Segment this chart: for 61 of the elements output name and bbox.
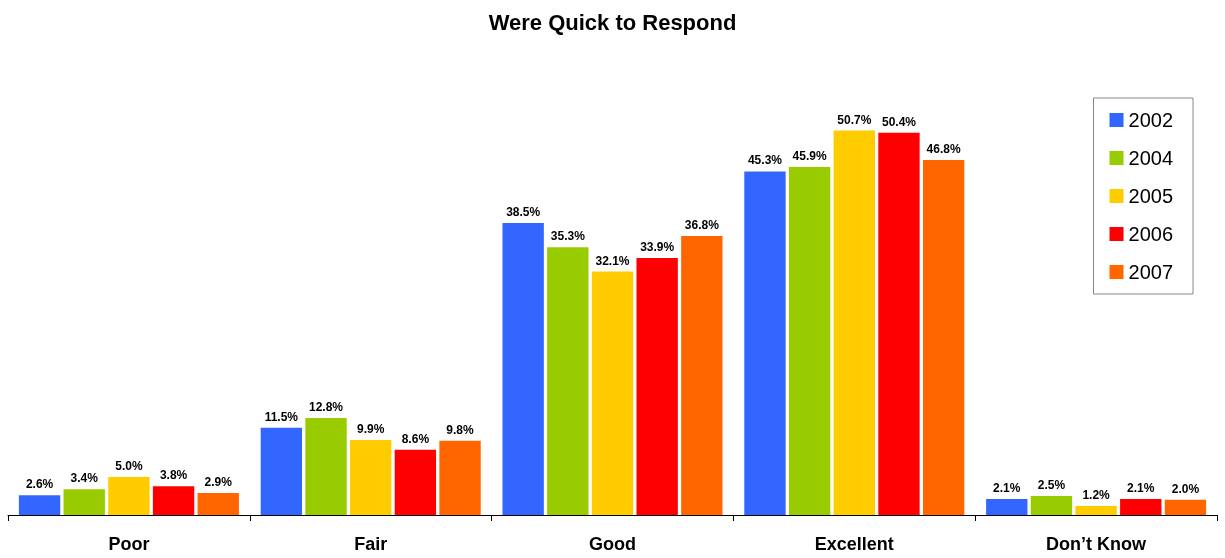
bar — [986, 499, 1028, 515]
bar — [591, 271, 634, 515]
bar — [1075, 505, 1117, 515]
bar — [439, 440, 481, 515]
x-tick-label: Poor — [108, 534, 150, 554]
data-label: 2.5% — [1037, 478, 1066, 493]
bar — [547, 247, 589, 515]
data-label: 3.8% — [159, 468, 188, 483]
bar — [197, 493, 239, 515]
data-label: 1.2% — [1082, 487, 1111, 502]
legend-label: 2007 — [1128, 261, 1174, 283]
bar — [350, 439, 392, 515]
data-label: 8.6% — [401, 431, 430, 446]
data-label: 5.0% — [115, 459, 143, 474]
x-tick-label: Don’t Know — [1046, 534, 1148, 554]
legend-label: 2006 — [1128, 223, 1174, 245]
legend-label: 2004 — [1128, 147, 1174, 169]
bar — [788, 166, 831, 515]
data-label: 2.6% — [25, 477, 54, 492]
bar — [922, 160, 965, 515]
bar — [63, 489, 105, 515]
data-label: 9.9% — [357, 421, 385, 436]
data-label: 50.7% — [837, 112, 872, 127]
x-tick-label: Fair — [354, 534, 388, 554]
bar — [878, 132, 920, 515]
data-label: 33.9% — [640, 239, 675, 254]
data-label: 2.0% — [1171, 481, 1200, 496]
bar — [152, 486, 195, 515]
bar — [636, 257, 678, 515]
data-label: 2.9% — [204, 475, 233, 490]
data-label: 45.3% — [747, 153, 783, 168]
data-label: 36.8% — [684, 217, 720, 232]
data-label: 50.4% — [881, 114, 917, 129]
data-label: 32.1% — [595, 253, 630, 268]
data-label: 11.5% — [264, 409, 299, 424]
data-label: 38.5% — [506, 205, 541, 220]
data-label: 2.1% — [993, 481, 1021, 496]
data-label: 12.8% — [309, 399, 344, 414]
bar — [260, 427, 303, 515]
bar — [744, 171, 786, 515]
bar — [1030, 496, 1073, 515]
bar — [1164, 499, 1207, 515]
legend-label: 2005 — [1128, 185, 1174, 207]
bar — [502, 223, 544, 515]
bar — [108, 477, 150, 515]
bar — [18, 495, 61, 515]
data-label: 2.1% — [1127, 481, 1155, 496]
data-label: 35.3% — [550, 229, 586, 244]
bar — [305, 417, 347, 515]
data-label: 45.9% — [792, 148, 827, 163]
legend-label: 2002 — [1128, 109, 1174, 131]
bar — [1120, 499, 1162, 515]
data-label: 3.4% — [70, 471, 99, 486]
chart-title: Were Quick to Respond — [488, 9, 737, 35]
x-tick-label: Good — [589, 534, 636, 554]
bar — [681, 235, 723, 515]
bar — [833, 130, 875, 515]
data-label: 9.8% — [446, 422, 475, 437]
data-label: 46.8% — [926, 142, 961, 157]
x-tick-label: Excellent — [814, 534, 894, 554]
bar — [394, 449, 437, 515]
